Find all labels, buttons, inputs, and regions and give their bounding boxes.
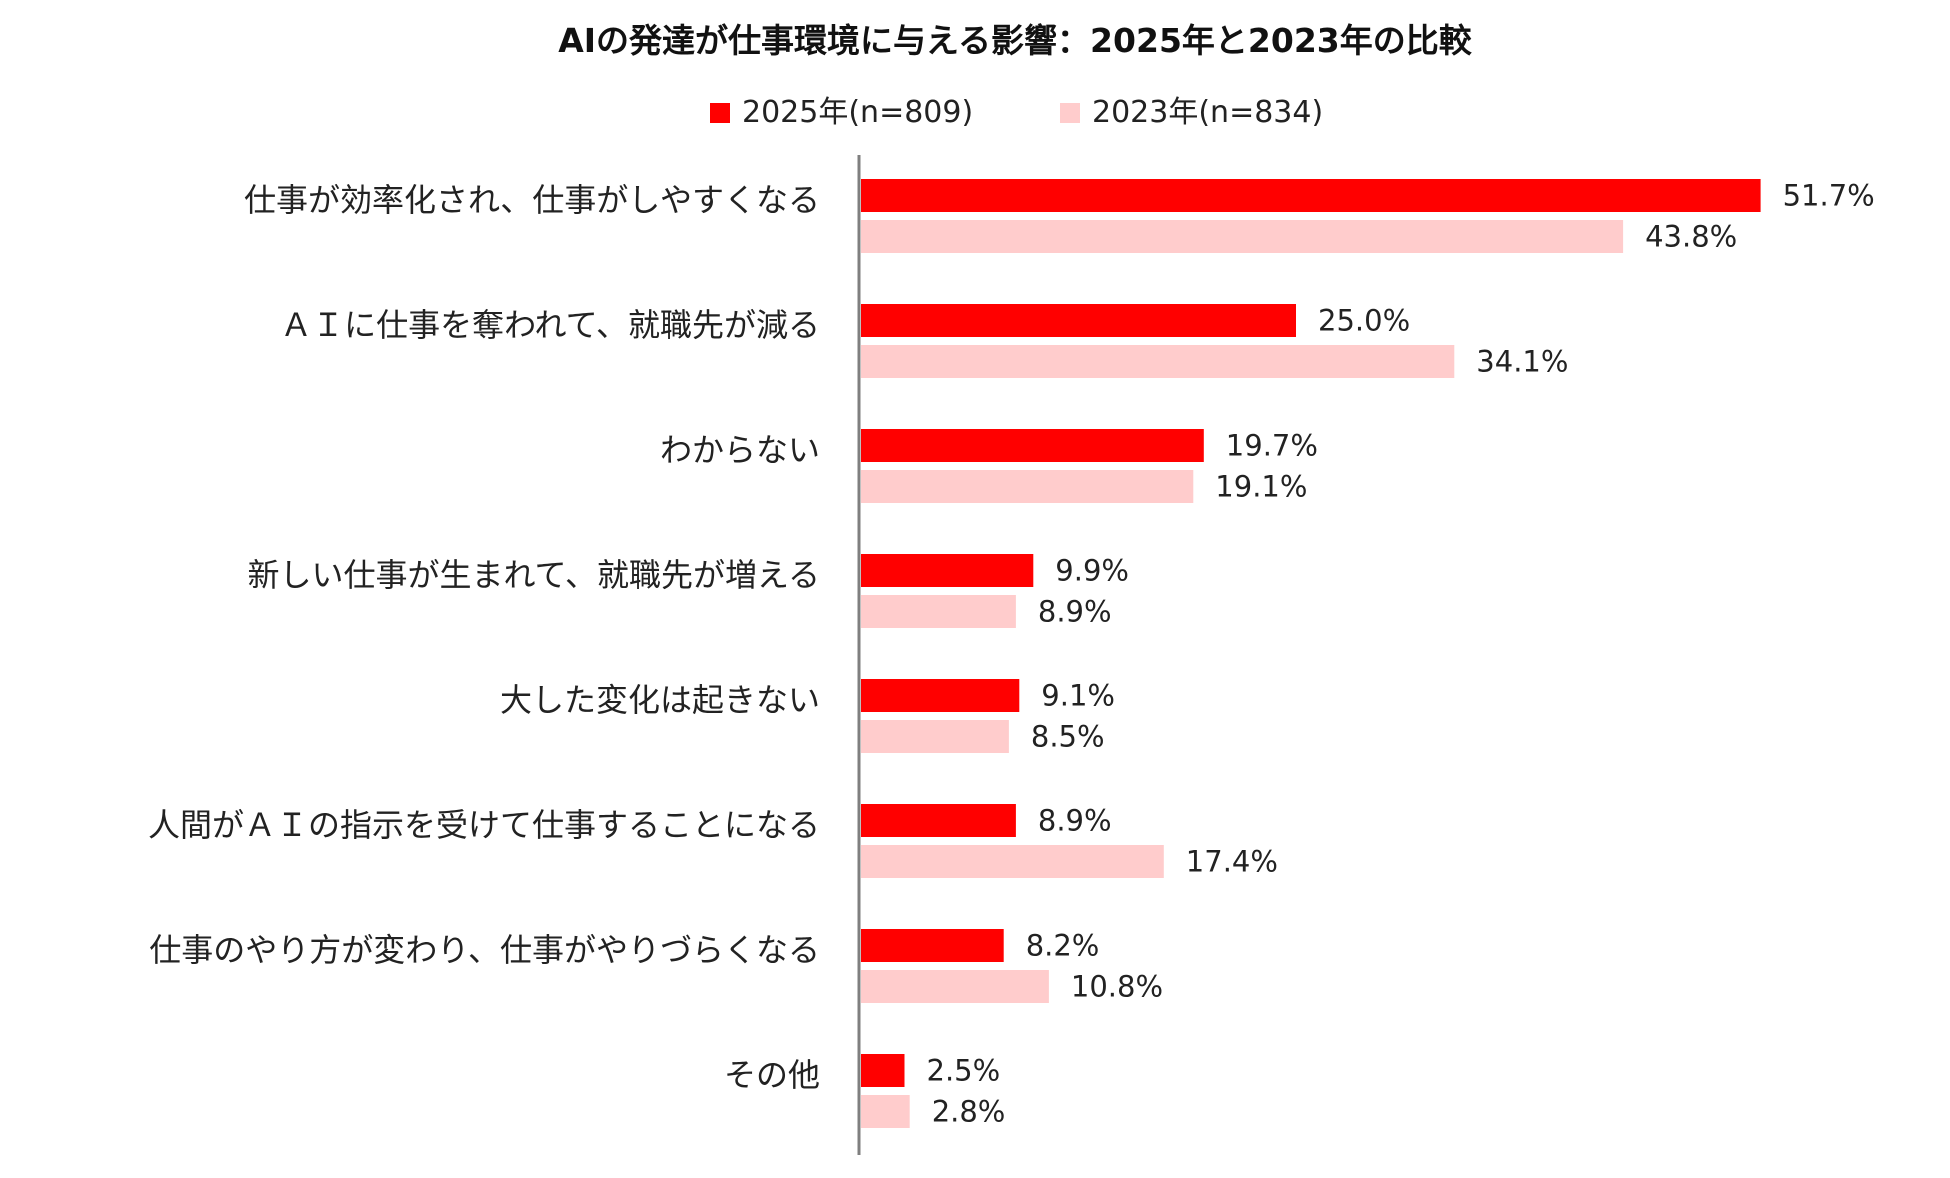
bar-2025 bbox=[861, 304, 1296, 337]
category-label: わからない bbox=[660, 431, 820, 469]
legend-swatch-2025 bbox=[710, 103, 730, 123]
legend: 2025年(n=809) 2023年(n=834) bbox=[710, 95, 1323, 130]
value-label-2025: 2.5% bbox=[927, 1054, 1001, 1088]
category-label: 大した変化は起きない bbox=[500, 681, 820, 719]
category-label: 仕事が効率化され、仕事がしやすくなる bbox=[244, 181, 820, 219]
value-label-2025: 9.9% bbox=[1055, 554, 1129, 588]
category-label: その他 bbox=[724, 1056, 820, 1094]
value-label-2023: 8.5% bbox=[1031, 720, 1105, 754]
value-label-2025: 51.7% bbox=[1783, 179, 1875, 213]
category-label: ＡＩに仕事を奪われて、就職先が減る bbox=[280, 306, 820, 344]
bar-2025 bbox=[861, 554, 1034, 587]
bar-2025 bbox=[861, 179, 1761, 212]
value-label-2023: 17.4% bbox=[1186, 845, 1278, 879]
bar-2023 bbox=[861, 720, 1009, 753]
bar-2025 bbox=[861, 804, 1016, 837]
bar-2023 bbox=[861, 345, 1455, 378]
legend-label-2023: 2023年(n=834) bbox=[1092, 95, 1323, 130]
value-label-2025: 8.2% bbox=[1026, 929, 1100, 963]
value-label-2023: 8.9% bbox=[1038, 595, 1112, 629]
value-label-2025: 9.1% bbox=[1041, 679, 1115, 713]
bar-2023 bbox=[861, 220, 1624, 253]
value-label-2023: 34.1% bbox=[1476, 345, 1568, 379]
bar-2023 bbox=[861, 595, 1016, 628]
value-label-2023: 10.8% bbox=[1071, 970, 1163, 1004]
legend-label-2025: 2025年(n=809) bbox=[742, 95, 973, 130]
category-label: 仕事のやり方が変わり、仕事がやりづらくなる bbox=[149, 931, 820, 969]
chart-title: AIの発達が仕事環境に与える影響：2025年と2023年の比較 bbox=[558, 21, 1473, 60]
bar-2023 bbox=[861, 845, 1164, 878]
value-labels-layer: 51.7% 43.8% 25.0% 34.1% 19.7% 19.1% 9.9% 8.9% 9.… bbox=[927, 179, 1875, 1129]
category-label: 人間がＡＩの指示を受けて仕事することになる bbox=[148, 806, 820, 844]
legend-swatch-2023 bbox=[1060, 103, 1080, 123]
value-label-2025: 8.9% bbox=[1038, 804, 1112, 838]
bar-2023 bbox=[861, 970, 1049, 1003]
value-label-2023: 2.8% bbox=[932, 1095, 1006, 1129]
bar-2025 bbox=[861, 429, 1204, 462]
category-labels: 仕事が効率化され、仕事がしやすくなる ＡＩに仕事を奪われて、就職先が減る わから… bbox=[148, 181, 820, 1094]
bar-2023 bbox=[861, 1095, 910, 1128]
bar-2023 bbox=[861, 470, 1194, 503]
bar-2025 bbox=[861, 1054, 905, 1087]
value-label-2023: 19.1% bbox=[1215, 470, 1307, 504]
value-label-2025: 25.0% bbox=[1318, 304, 1410, 338]
category-label: 新しい仕事が生まれて、就職先が増える bbox=[248, 556, 820, 594]
bar-2025 bbox=[861, 679, 1020, 712]
legend-item-2025: 2025年(n=809) bbox=[710, 95, 973, 130]
bars-layer bbox=[861, 179, 1761, 1128]
value-label-2025: 19.7% bbox=[1226, 429, 1318, 463]
value-label-2023: 43.8% bbox=[1645, 220, 1737, 254]
legend-item-2023: 2023年(n=834) bbox=[1060, 95, 1323, 130]
bar-2025 bbox=[861, 929, 1004, 962]
